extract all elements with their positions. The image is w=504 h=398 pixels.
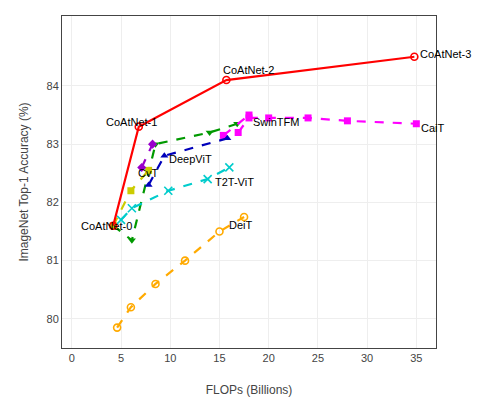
svg-text:0: 0 <box>69 352 75 364</box>
svg-text:10: 10 <box>164 352 176 364</box>
svg-text:5: 5 <box>118 352 124 364</box>
svg-text:84: 84 <box>47 80 59 92</box>
svg-text:25: 25 <box>312 352 324 364</box>
svg-text:20: 20 <box>263 352 275 364</box>
svg-text:DeiT: DeiT <box>229 219 253 231</box>
svg-text:81: 81 <box>47 254 59 266</box>
svg-text:82: 82 <box>47 196 59 208</box>
svg-text:CvT: CvT <box>138 167 158 179</box>
svg-text:83: 83 <box>47 138 59 150</box>
svg-text:CoAtNet-3: CoAtNet-3 <box>420 48 471 60</box>
svg-text:CoAtNet-0: CoAtNet-0 <box>81 220 132 232</box>
svg-text:80: 80 <box>47 313 59 325</box>
svg-text:15: 15 <box>213 352 225 364</box>
svg-text:35: 35 <box>410 352 422 364</box>
svg-text:FLOPs (Billions): FLOPs (Billions) <box>206 383 293 397</box>
svg-text:30: 30 <box>361 352 373 364</box>
svg-text:CaiT: CaiT <box>421 122 445 134</box>
svg-text:T2T-ViT: T2T-ViT <box>215 176 254 188</box>
svg-text:SwinTFM: SwinTFM <box>253 116 299 128</box>
svg-text:CoAtNet-1: CoAtNet-1 <box>106 116 157 128</box>
svg-text:DeepViT: DeepViT <box>169 153 212 165</box>
svg-text:CoAtNet-2: CoAtNet-2 <box>223 64 274 76</box>
svg-text:ImageNet Top-1 Accuracy (%): ImageNet Top-1 Accuracy (%) <box>17 102 31 261</box>
